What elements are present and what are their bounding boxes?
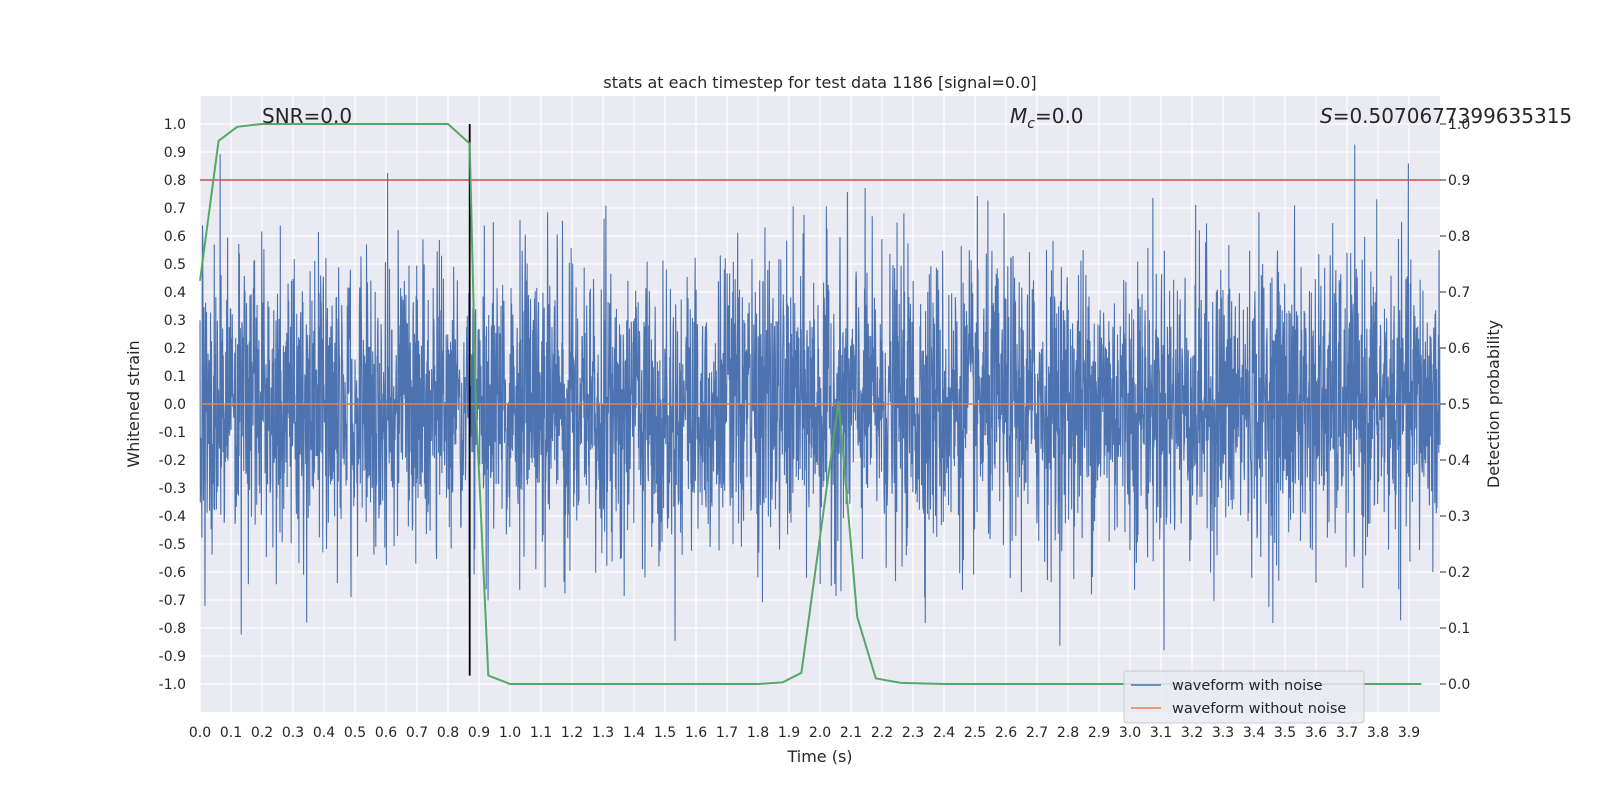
y2-tick-label: 0.7 <box>1448 285 1470 301</box>
chart-title: stats at each timestep for test data 118… <box>603 73 1036 92</box>
x-tick-label: 1.5 <box>654 725 676 741</box>
x-tick-label: 3.3 <box>1212 725 1234 741</box>
x-tick-label: 2.7 <box>1026 725 1048 741</box>
detection-probability-line <box>199 123 1422 685</box>
y2-tick-label: 0.6 <box>1448 341 1470 357</box>
x-tick-label: 2.3 <box>902 725 924 741</box>
chirp-mass-subscript: c <box>1027 116 1035 132</box>
y-tick-label: -0.9 <box>159 649 186 665</box>
y-tick-label: -0.4 <box>159 509 186 525</box>
x-tick-label: 3.6 <box>1305 725 1327 741</box>
y2-axis-label: Detection probability <box>1484 320 1503 488</box>
y-tick-label: -0.3 <box>159 481 186 497</box>
x-tick-label: 2.4 <box>933 725 955 741</box>
x-tick-label: 0.5 <box>344 725 366 741</box>
x-tick-label: 3.8 <box>1367 725 1389 741</box>
x-tick-label: 3.4 <box>1243 725 1265 741</box>
y2-tick-label: 0.2 <box>1448 565 1470 581</box>
chirp-mass-value: =0.0 <box>1035 104 1084 128</box>
x-tick-label: 3.2 <box>1181 725 1203 741</box>
x-tick-label: 1.3 <box>592 725 614 741</box>
x-tick-label: 2.8 <box>1057 725 1079 741</box>
score-symbol: S <box>1320 104 1333 128</box>
noise-waveform-line <box>199 144 1441 651</box>
y-tick-label: 0.6 <box>164 229 186 245</box>
y2-axis: 1.0 0.9 0.8 0.7 0.6 0.5 0.4 0.3 0.2 0.1 0.0 <box>1440 117 1470 693</box>
y-axis: 1.0 0.9 0.8 0.7 0.6 0.5 0.4 0.3 0.2 0.1 0.0 -0.1 -0.… <box>159 117 186 693</box>
x-tick-label: 3.9 <box>1398 725 1420 741</box>
x-tick-label: 2.0 <box>809 725 831 741</box>
y-tick-label: 0.7 <box>164 201 186 217</box>
x-tick-label: 1.9 <box>778 725 800 741</box>
x-tick-label: 0.0 <box>189 725 211 741</box>
y2-tick-label: 0.4 <box>1448 453 1470 469</box>
chirp-mass-symbol: M <box>1010 104 1027 128</box>
y-tick-label: -0.8 <box>159 621 186 637</box>
x-axis-label: Time (s) <box>786 747 852 766</box>
legend-label-clean: waveform without noise <box>1172 701 1346 717</box>
y2-tick-label: 0.0 <box>1448 677 1470 693</box>
x-tick-label: 1.7 <box>716 725 738 741</box>
y-tick-label: -0.6 <box>159 565 186 581</box>
x-tick-label: 3.0 <box>1119 725 1141 741</box>
y2-tick-label: 0.3 <box>1448 509 1470 525</box>
overlay-lines <box>200 124 1440 676</box>
x-tick-label: 0.2 <box>251 725 273 741</box>
y-tick-label: 0.8 <box>164 173 186 189</box>
chirp-mass-annotation: Mc=0.0 <box>1010 104 1084 132</box>
snr-annotation: SNR=0.0 <box>262 104 352 128</box>
y-tick-label: -0.2 <box>159 453 186 469</box>
score-annotation: S=0.5070677399635315 <box>1320 104 1572 128</box>
x-tick-label: 0.6 <box>375 725 397 741</box>
y2-tick-label: 0.8 <box>1448 229 1470 245</box>
y-tick-label: -1.0 <box>159 677 186 693</box>
x-tick-label: 2.5 <box>964 725 986 741</box>
x-tick-label: 1.6 <box>685 725 707 741</box>
probability-series <box>199 123 1422 685</box>
y2-tick-label: 0.9 <box>1448 173 1470 189</box>
x-tick-label: 1.4 <box>623 725 645 741</box>
y2-tick-label: 0.1 <box>1448 621 1470 637</box>
score-value: =0.5070677399635315 <box>1333 104 1572 128</box>
y-tick-label: 0.1 <box>164 369 186 385</box>
y-axis-label: Whitened strain <box>124 340 143 467</box>
x-tick-label: 1.1 <box>530 725 552 741</box>
y-tick-label: 0.3 <box>164 313 186 329</box>
legend-label-noise: waveform with noise <box>1172 678 1323 694</box>
x-tick-label: 2.2 <box>871 725 893 741</box>
x-tick-label: 0.9 <box>468 725 490 741</box>
y-tick-label: 0.0 <box>164 397 186 413</box>
x-axis: 0.0 0.1 0.2 0.3 0.4 0.5 0.6 0.7 0.8 0.9 1.0 1.1 1.2 1… <box>189 725 1420 741</box>
x-tick-label: 1.0 <box>499 725 521 741</box>
x-tick-label: 0.8 <box>437 725 459 741</box>
y-tick-label: -0.7 <box>159 593 186 609</box>
y-tick-label: -0.1 <box>159 425 186 441</box>
x-tick-label: 0.4 <box>313 725 335 741</box>
legend: waveform with noise waveform without noi… <box>1123 670 1365 724</box>
y-tick-label: 0.5 <box>164 257 186 273</box>
y2-tick-label: 1.0 <box>1448 117 1470 133</box>
y-tick-label: 0.4 <box>164 285 186 301</box>
x-tick-label: 0.3 <box>282 725 304 741</box>
x-tick-label: 2.9 <box>1088 725 1110 741</box>
x-tick-label: 0.1 <box>220 725 242 741</box>
noise-series <box>199 144 1441 651</box>
x-tick-label: 3.1 <box>1150 725 1172 741</box>
y-tick-label: 0.9 <box>164 145 186 161</box>
x-tick-label: 3.5 <box>1274 725 1296 741</box>
y-tick-label: 0.2 <box>164 341 186 357</box>
y-tick-label: 1.0 <box>164 117 186 133</box>
legend-box <box>1123 670 1365 724</box>
x-tick-label: 0.7 <box>406 725 428 741</box>
x-tick-label: 1.8 <box>747 725 769 741</box>
y-tick-label: -0.5 <box>159 537 186 553</box>
x-tick-label: 3.7 <box>1336 725 1358 741</box>
x-tick-label: 2.1 <box>840 725 862 741</box>
x-tick-label: 2.6 <box>995 725 1017 741</box>
y2-tick-label: 0.5 <box>1448 397 1470 413</box>
x-tick-label: 1.2 <box>561 725 583 741</box>
